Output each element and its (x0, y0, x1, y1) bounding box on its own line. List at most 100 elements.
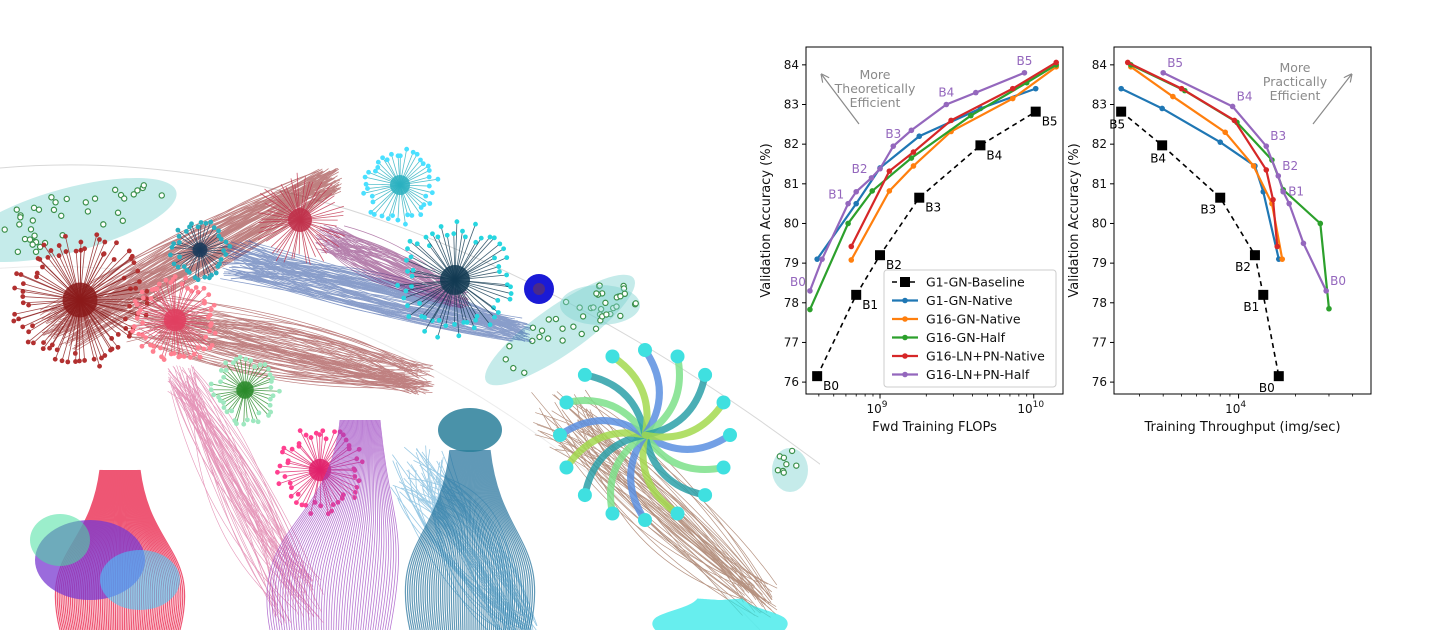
spoke-node (176, 233, 182, 239)
spoke-node (213, 270, 219, 276)
spoke-node (495, 297, 501, 303)
spoke-node (131, 260, 137, 266)
spoke-node (102, 239, 108, 245)
point-label: B0 (1259, 381, 1275, 395)
legend-box (883, 269, 1057, 388)
spoke-node (252, 364, 258, 370)
spoke-node (208, 381, 214, 387)
region-node (48, 194, 55, 201)
fan-line (350, 419, 368, 630)
spoke-node (183, 275, 189, 281)
arrow-line (822, 75, 860, 125)
fan-line (333, 419, 362, 630)
legend-entry: G16-GN-Native (892, 312, 1021, 327)
spoke-node (426, 168, 432, 173)
region-node (529, 337, 536, 345)
spoke-node (407, 238, 413, 244)
spoke-node (429, 318, 435, 324)
spoke-node (185, 286, 190, 291)
point-label: B1 (862, 298, 878, 312)
fan-line (479, 449, 503, 630)
spoke-node (496, 264, 502, 269)
edge-line (257, 254, 515, 336)
cyan-petal (100, 550, 180, 610)
spoke-node (202, 300, 207, 306)
spoke-node (471, 325, 477, 331)
petal-node (670, 506, 685, 521)
fan-line (290, 419, 348, 630)
spoke-node (281, 445, 287, 451)
y-tick-label: 84 (784, 58, 799, 72)
pink-cluster (130, 274, 218, 362)
region-node (793, 462, 800, 469)
spoke-node (288, 493, 294, 499)
fan-line (470, 449, 474, 630)
fan-line (483, 449, 518, 630)
fan-line (411, 449, 453, 630)
spoke-node (366, 169, 371, 175)
spoke-node (368, 209, 374, 215)
spoke-node (143, 335, 149, 341)
spoke-node (223, 360, 229, 366)
petal-stroke (581, 431, 649, 499)
edge-line (149, 305, 417, 389)
data-point (910, 149, 917, 155)
data-point (1275, 173, 1282, 179)
edge-line (172, 365, 300, 583)
region-node (130, 191, 137, 198)
fan-line (320, 419, 358, 630)
petal-stroke (556, 417, 649, 439)
spoke-node (269, 379, 274, 384)
spoke-node (285, 458, 291, 464)
petal-node (605, 506, 620, 521)
region-node (13, 206, 20, 213)
spoke-node (320, 428, 326, 434)
legend-label: G1-GN-Baseline (926, 275, 1025, 290)
y-tick-label: 81 (1092, 177, 1107, 191)
spoke-node (443, 323, 449, 329)
petal-node (716, 395, 731, 410)
petal-node (670, 349, 685, 364)
spoke-node (154, 286, 160, 292)
series-baseline (1116, 106, 1284, 382)
spoke-node (20, 324, 26, 330)
edge-line (323, 227, 461, 309)
arrow-line (1312, 75, 1351, 125)
spoke-node (175, 264, 181, 270)
region-node (538, 327, 546, 334)
data-point (819, 256, 825, 262)
fan-line (355, 419, 371, 630)
spoke-node (82, 358, 87, 363)
legend-swatch-marker (902, 353, 908, 359)
fan-line (133, 469, 167, 630)
y-tick-label: 79 (1092, 256, 1107, 270)
data-point (848, 257, 855, 263)
edge-line (254, 253, 526, 331)
edge-line (64, 181, 324, 345)
spoke-node (171, 241, 177, 247)
x-tick-label: 1010 (1017, 400, 1044, 416)
edge-line (173, 316, 409, 379)
point-label: B3 (1270, 129, 1286, 143)
legend-swatch-marker (902, 334, 908, 341)
edge-line (239, 276, 512, 342)
spoke-node (181, 264, 187, 270)
fan-line (437, 449, 461, 630)
spoke-node (56, 253, 62, 259)
fan-line (378, 419, 397, 630)
point-label: B5 (1017, 54, 1033, 68)
region-node (119, 217, 127, 224)
region-node (559, 337, 566, 344)
region-node (134, 187, 141, 194)
spoke-node (205, 315, 211, 320)
spoke-node (218, 236, 224, 242)
spoke-node (45, 254, 51, 260)
fan-line (315, 419, 356, 630)
fan-line (450, 449, 465, 630)
region-node (35, 206, 43, 213)
series-line (1162, 71, 1328, 292)
data-point (1258, 289, 1269, 300)
series-baseline (812, 106, 1041, 382)
edge-line (404, 490, 527, 626)
